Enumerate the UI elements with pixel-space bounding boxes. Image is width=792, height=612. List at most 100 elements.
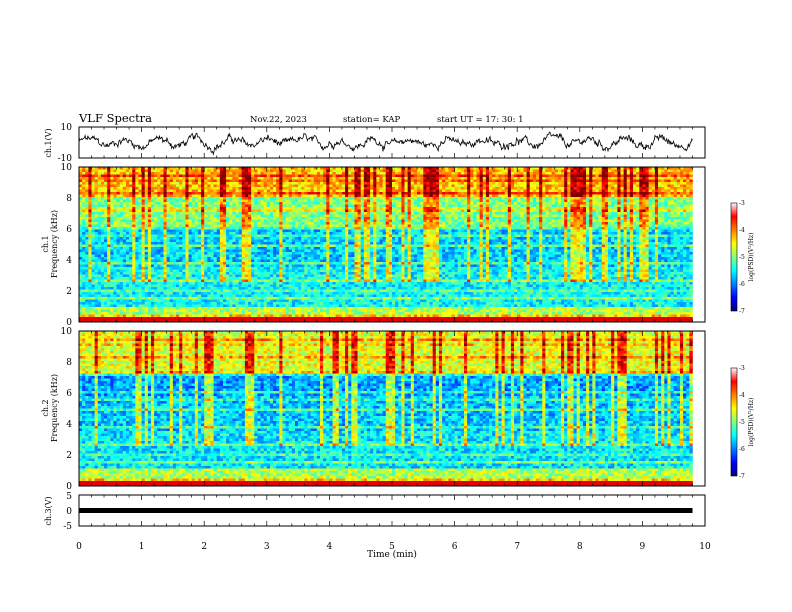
- heatmap-cell: [145, 175, 148, 178]
- heatmap-cell: [586, 180, 589, 183]
- heatmap-cell: [248, 182, 251, 185]
- heatmap-cell: [564, 175, 567, 178]
- heatmap-cell: [351, 177, 354, 180]
- heatmap-cell: [214, 170, 217, 173]
- heatmap-cell: [342, 170, 345, 173]
- heatmap-cell: [229, 170, 232, 173]
- heatmap-cell: [251, 172, 254, 175]
- heatmap-cell: [167, 170, 170, 173]
- heatmap-cell: [636, 172, 639, 175]
- heatmap-cell: [95, 180, 98, 183]
- heatmap-cell: [655, 175, 658, 178]
- heatmap-cell: [642, 170, 645, 173]
- heatmap-cell: [148, 170, 151, 173]
- heatmap-cell: [502, 172, 505, 175]
- heatmap-cell: [220, 172, 223, 175]
- heatmap-cell: [627, 175, 630, 178]
- heatmap-cell: [229, 177, 232, 180]
- heatmap-cell: [326, 175, 329, 178]
- heatmap-cell: [367, 172, 370, 175]
- heatmap-cell: [257, 170, 260, 173]
- heatmap-cell: [185, 172, 188, 175]
- heatmap-cell: [273, 180, 276, 183]
- heatmap-cell: [511, 175, 514, 178]
- heatmap-cell: [558, 180, 561, 183]
- heatmap-cell: [201, 172, 204, 175]
- heatmap-cell: [229, 172, 232, 175]
- heatmap-cell: [639, 177, 642, 180]
- heatmap-cell: [182, 180, 185, 183]
- heatmap-cell: [176, 177, 179, 180]
- heatmap-cell: [207, 177, 210, 180]
- heatmap-cell: [486, 172, 489, 175]
- heatmap-cell: [151, 170, 154, 173]
- heatmap-cell: [511, 172, 514, 175]
- heatmap-cell: [198, 180, 201, 183]
- heatmap-cell: [311, 175, 314, 178]
- heatmap-cell: [561, 170, 564, 173]
- heatmap-cell: [95, 170, 98, 173]
- heatmap-cell: [254, 170, 257, 173]
- heatmap-cell: [151, 182, 154, 185]
- heatmap-cell: [445, 175, 448, 178]
- heatmap-cell: [192, 172, 195, 175]
- heatmap-cell: [164, 180, 167, 183]
- heatmap-cell: [195, 180, 198, 183]
- heatmap-cell: [483, 172, 486, 175]
- heatmap-cell: [179, 170, 182, 173]
- heatmap-cell: [620, 175, 623, 178]
- heatmap-cell: [182, 182, 185, 185]
- heatmap-cell: [661, 172, 664, 175]
- heatmap-cell: [364, 172, 367, 175]
- heatmap-cell: [110, 182, 113, 185]
- heatmap-cell: [157, 182, 160, 185]
- heatmap-cell: [126, 180, 129, 183]
- heatmap-cell: [92, 177, 95, 180]
- heatmap-cell: [351, 180, 354, 183]
- heatmap-cell: [373, 177, 376, 180]
- heatmap-cell: [373, 180, 376, 183]
- heatmap-cell: [492, 172, 495, 175]
- heatmap-cell: [120, 172, 123, 175]
- heatmap-cell: [110, 177, 113, 180]
- heatmap-cell: [417, 180, 420, 183]
- heatmap-cell: [88, 175, 91, 178]
- heatmap-cell: [552, 172, 555, 175]
- heatmap-cell: [523, 180, 526, 183]
- heatmap-cell: [417, 170, 420, 173]
- heatmap-cell: [304, 175, 307, 178]
- heatmap-cell: [270, 180, 273, 183]
- heatmap-cell: [339, 180, 342, 183]
- heatmap-cell: [242, 182, 245, 185]
- heatmap-cell: [386, 180, 389, 183]
- heatmap-cell: [414, 175, 417, 178]
- heatmap-cell: [210, 172, 213, 175]
- heatmap-cell: [232, 175, 235, 178]
- heatmap-cell: [164, 182, 167, 185]
- heatmap-cell: [304, 177, 307, 180]
- heatmap-cell: [129, 182, 132, 185]
- heatmap-cell: [589, 175, 592, 178]
- heatmap-cell: [198, 175, 201, 178]
- heatmap-cell: [317, 180, 320, 183]
- heatmap-cell: [470, 172, 473, 175]
- heatmap-cell: [151, 172, 154, 175]
- heatmap-cell: [123, 170, 126, 173]
- heatmap-cell: [646, 170, 649, 173]
- heatmap-cell: [267, 180, 270, 183]
- heatmap-cell: [226, 177, 229, 180]
- heatmap-cell: [298, 177, 301, 180]
- heatmap-cell: [326, 180, 329, 183]
- heatmap-cell: [123, 182, 126, 185]
- heatmap-cell: [379, 175, 382, 178]
- heatmap-cell: [445, 180, 448, 183]
- heatmap-cell: [630, 177, 633, 180]
- heatmap-cell: [545, 180, 548, 183]
- heatmap-cell: [164, 170, 167, 173]
- heatmap-cell: [489, 180, 492, 183]
- heatmap-cell: [179, 175, 182, 178]
- heatmap-cell: [88, 182, 91, 185]
- heatmap-cell: [658, 180, 661, 183]
- heatmap-cell: [467, 170, 470, 173]
- heatmap-cell: [505, 180, 508, 183]
